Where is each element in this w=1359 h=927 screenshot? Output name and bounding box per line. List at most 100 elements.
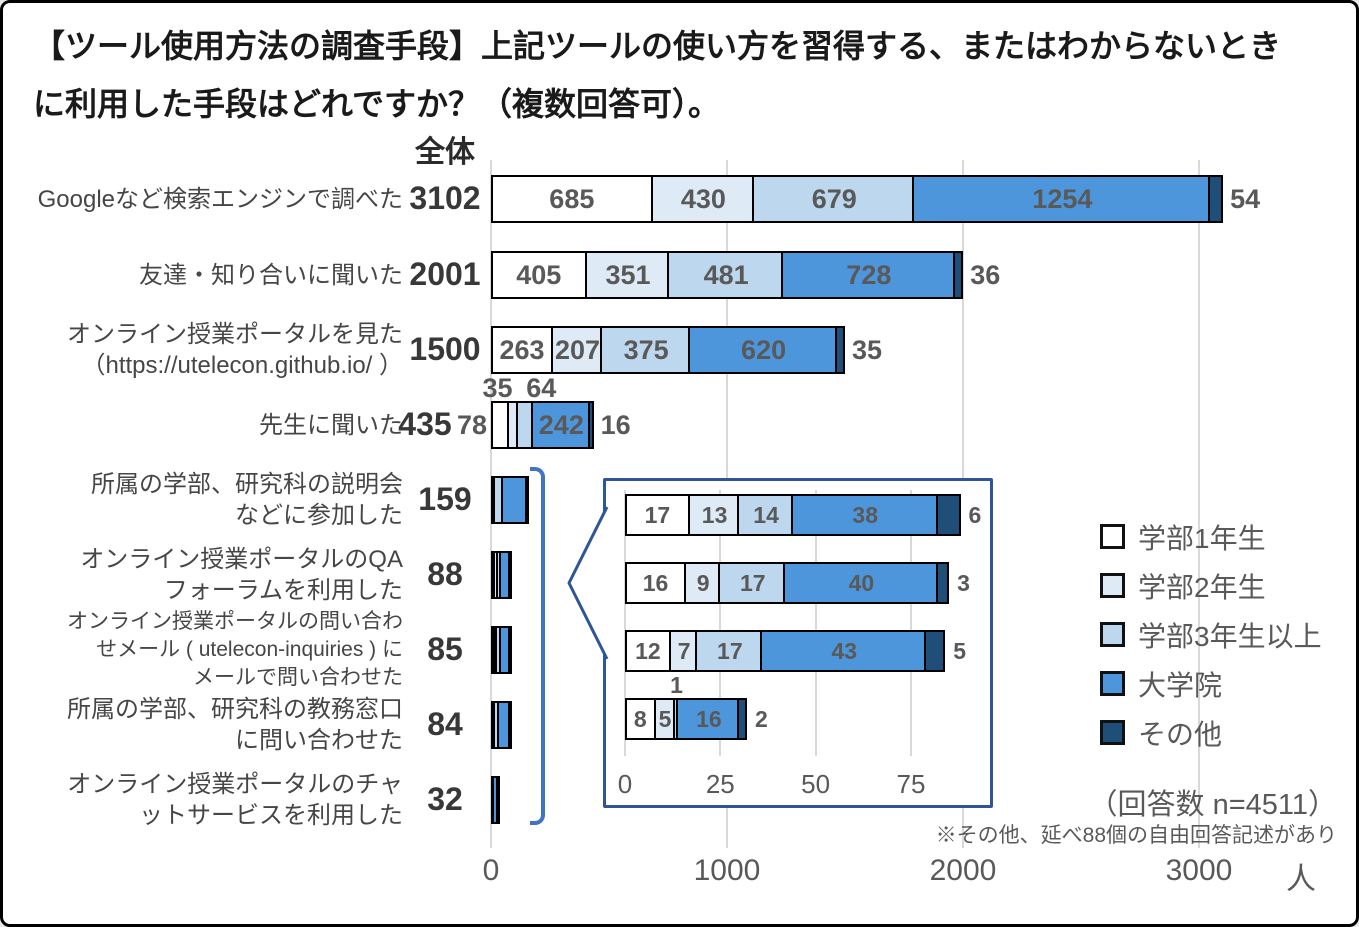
segment-value: 351 xyxy=(605,259,651,290)
segment-value: 36 xyxy=(970,259,1001,290)
segment-value: 375 xyxy=(623,334,669,365)
bar-segment xyxy=(780,251,955,299)
segment-value: 9 xyxy=(696,569,710,596)
category-label: オンライン授業ポータルを見た （https://utelecon.github.i… xyxy=(11,319,403,381)
segment-value: 78 xyxy=(456,409,487,440)
category-label-line: ットサービスを利用した xyxy=(139,802,403,829)
segment-value: 679 xyxy=(811,183,857,214)
segment-value: 6 xyxy=(968,501,982,528)
segment-value: 14 xyxy=(753,501,779,528)
total-value: 32 xyxy=(427,781,463,817)
category-label-line: せメール ( utelecon-inquiries ) に xyxy=(96,638,403,661)
total-value: 85 xyxy=(427,631,463,667)
inset-x-axis-tick: 25 xyxy=(705,769,735,799)
bar-segment xyxy=(599,326,691,374)
inset-gridline xyxy=(719,490,722,756)
legend-item-graduate: 大学院 xyxy=(1100,659,1322,708)
x-axis-tick: 3000 xyxy=(1165,854,1233,887)
bar-segment xyxy=(760,630,927,672)
legend-label-grade1: 学部1年生 xyxy=(1138,522,1266,554)
legend-item-grade3plus: 学部3年生以上 xyxy=(1100,610,1322,659)
bar-segment xyxy=(737,494,793,536)
segment-value: 685 xyxy=(549,183,595,214)
legend-swatch-grade2 xyxy=(1100,573,1125,598)
bar-segment xyxy=(507,701,512,749)
legend-swatch-grade3plus xyxy=(1100,622,1125,647)
segment-value: 3 xyxy=(957,569,970,596)
legend-item-grade2: 学部2年生 xyxy=(1100,561,1322,610)
bar-segment xyxy=(584,251,670,299)
total-value: 88 xyxy=(427,556,463,592)
bar-segment xyxy=(525,476,530,524)
segment-value: 54 xyxy=(1230,183,1261,214)
bar-segment xyxy=(676,698,740,740)
segment-value: 43 xyxy=(831,637,858,664)
segment-value: 1 xyxy=(670,671,683,698)
x-axis-tick: 0 xyxy=(482,854,500,887)
segment-value: 620 xyxy=(741,334,787,365)
legend-swatch-other xyxy=(1100,720,1125,745)
bar-segment xyxy=(587,401,594,449)
category-label-line: オンライン授業ポータルの問い合わ xyxy=(67,610,403,633)
segment-value: 8 xyxy=(633,705,647,732)
category-label-line: などに参加した xyxy=(235,502,403,529)
zoom-bracket xyxy=(530,467,545,825)
gridline xyxy=(1198,160,1200,848)
category-label: オンライン授業ポータルのQA フォーラムを利用した xyxy=(11,544,403,606)
category-label-line: オンライン授業ポータルのチャ xyxy=(67,771,403,798)
inset-x-axis-tick: 0 xyxy=(617,769,633,799)
bar-segment xyxy=(491,251,587,299)
segment-value: 405 xyxy=(516,259,562,290)
total-value: 3102 xyxy=(409,180,481,216)
segment-value: 242 xyxy=(538,409,584,440)
segment-value: 481 xyxy=(703,259,749,290)
category-label: 所属の学部、研究科の説明会 などに参加した xyxy=(11,469,403,531)
category-label: オンライン授業ポータルの問い合わせメール ( utelecon-inquirie… xyxy=(11,608,403,692)
segment-value: 207 xyxy=(554,334,601,365)
segment-value: 7 xyxy=(677,637,691,664)
category-label-line: （https://utelecon.github.io/ ） xyxy=(81,352,403,379)
bar-segment xyxy=(625,698,656,740)
segment-value: 13 xyxy=(701,501,728,528)
bar-segment xyxy=(551,326,602,374)
inset-x-axis-tick: 50 xyxy=(801,769,831,799)
segment-value: 38 xyxy=(852,501,879,528)
segment-value: 728 xyxy=(846,259,892,290)
inset-gridline xyxy=(814,490,817,756)
total-value: 435 xyxy=(398,406,452,442)
total-value: 84 xyxy=(427,706,463,742)
category-label: 友達・知り合いに聞いた xyxy=(11,260,403,291)
x-axis-unit: 人 xyxy=(1286,863,1316,896)
inset-gridline xyxy=(909,490,912,756)
segment-value: 35 xyxy=(482,372,513,403)
inset-pointer-icon xyxy=(567,506,609,660)
bar-segment xyxy=(924,630,946,672)
legend-label-grade2: 学部2年生 xyxy=(1138,571,1266,603)
segment-value: 12 xyxy=(635,637,661,664)
segment-value: 64 xyxy=(526,372,557,403)
segment-value: 5 xyxy=(953,637,967,664)
category-label-line: フォーラムを利用した xyxy=(163,577,403,604)
segment-value: 16 xyxy=(642,569,669,596)
segment-value: 16 xyxy=(696,705,722,732)
segment-value: 16 xyxy=(600,409,631,440)
bar-segment xyxy=(935,562,950,604)
bar-segment xyxy=(491,326,554,374)
x-axis-tick: 1000 xyxy=(693,854,761,887)
bar-segment xyxy=(1208,175,1224,223)
segment-value: 17 xyxy=(739,569,766,596)
bar-segment xyxy=(912,175,1211,223)
legend-label-other: その他 xyxy=(1138,718,1223,750)
bar-segment xyxy=(695,630,763,672)
category-label-line: オンライン授業ポータルを見た xyxy=(67,321,403,348)
category-label: Googleなど検索エンジンで調べた xyxy=(11,184,403,215)
category-label-line: 先生に聞いた xyxy=(259,411,403,439)
bar-segment xyxy=(935,494,961,536)
bar-segment xyxy=(508,626,513,674)
segment-value: 5 xyxy=(658,705,672,732)
response-count-note: （回答数 n=4511） xyxy=(1088,789,1337,821)
segment-value: 17 xyxy=(717,637,743,664)
bar-segment xyxy=(718,562,786,604)
bar-segment xyxy=(783,562,938,604)
